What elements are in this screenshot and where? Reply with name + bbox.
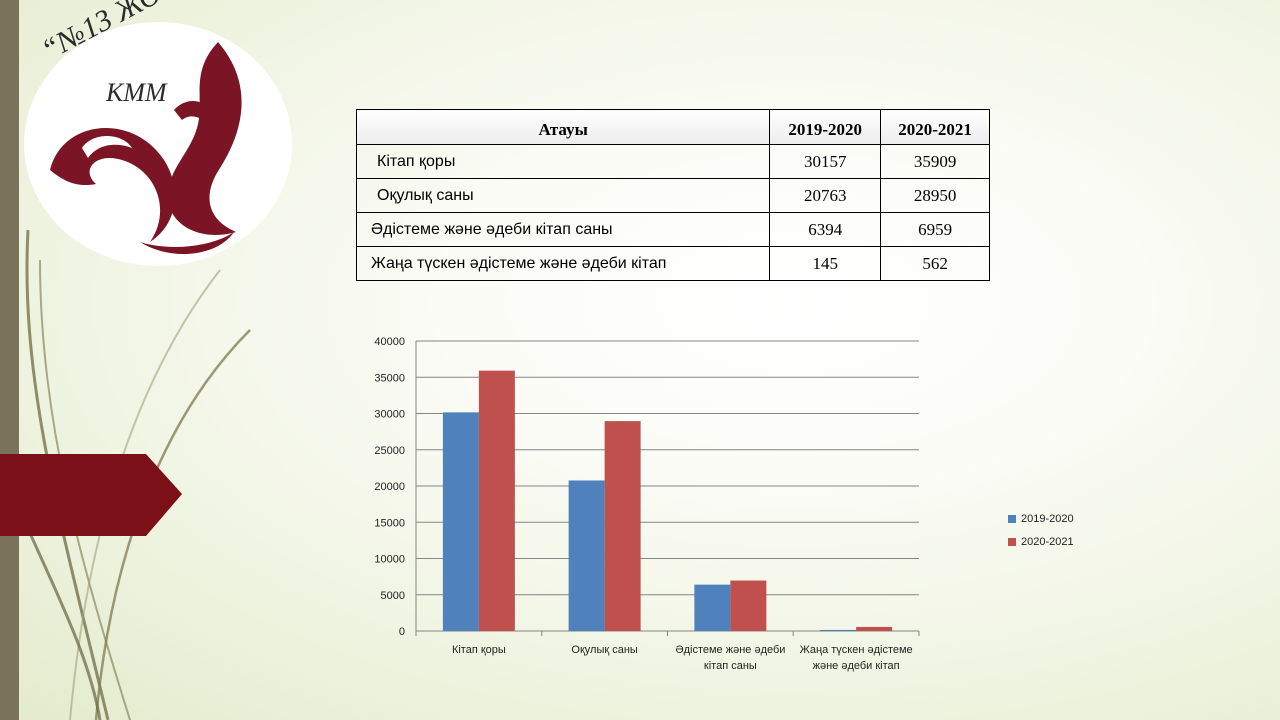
row-value-2019: 145: [769, 246, 882, 281]
bar-2019-2020: [694, 584, 731, 631]
row-value-2019: 30157: [769, 144, 882, 179]
x-tick-label: Әдістеме және әдеби: [675, 644, 785, 656]
y-tick-label: 20000: [374, 481, 405, 493]
header-name: Атауы: [355, 109, 771, 145]
row-name: Жаңа түскен әдістеме және әдеби кітап: [355, 246, 771, 281]
bar-2020-2021: [478, 370, 515, 631]
header-2019-2020: 2019-2020: [769, 109, 882, 145]
bar-2020-2021: [730, 580, 767, 631]
row-value-2020: 6959: [880, 212, 990, 247]
school-logo: “№13 ЖОББМ” КММ: [22, 0, 294, 268]
bar-2020-2021: [604, 421, 641, 631]
row-value-2019: 20763: [769, 178, 882, 213]
row-value-2020: 35909: [880, 144, 990, 179]
y-tick-label: 0: [399, 626, 405, 638]
legend-item-2020-2021: 2020-2021: [1008, 530, 1074, 553]
x-tick-label: Жаңа түскен әдістеме: [800, 644, 913, 656]
table-row: Оқулық саны 20763 28950: [355, 178, 990, 213]
library-stats-table: Атауы 2019-2020 2020-2021 Кітап қоры 301…: [355, 109, 990, 281]
x-tick-label: Оқулық саны: [571, 644, 638, 656]
y-tick-label: 10000: [374, 554, 405, 566]
row-name: Кітап қоры: [355, 144, 771, 179]
legend-label-2019-2020: 2019-2020: [1021, 512, 1074, 525]
x-tick-label: Кітап қоры: [452, 644, 506, 656]
y-tick-label: 30000: [374, 409, 405, 421]
bar-2019-2020: [820, 629, 857, 631]
y-tick-label: 35000: [374, 372, 405, 384]
legend-swatch-2020-2021: [1008, 537, 1016, 546]
bar-2019-2020: [442, 412, 479, 631]
logo-text-bottom: КММ: [106, 78, 167, 107]
left-decor-strip: [0, 0, 19, 720]
chart-legend: 2019-2020 2020-2021: [1008, 507, 1074, 553]
table-row: Жаңа түскен әдістеме және әдеби кітап 14…: [355, 246, 990, 281]
table-header-row: Атауы 2019-2020 2020-2021: [355, 109, 990, 145]
arrow-tab-decor: [0, 454, 182, 536]
legend-label-2020-2021: 2020-2021: [1021, 535, 1074, 548]
table-row: Әдістеме және әдеби кітап саны 6394 6959: [355, 212, 990, 247]
row-value-2020: 28950: [880, 178, 990, 213]
y-tick-label: 15000: [374, 517, 405, 529]
x-tick-label: және әдеби кітап: [813, 660, 900, 672]
row-name: Оқулық саны: [355, 178, 771, 213]
bar-2019-2020: [568, 480, 605, 631]
row-value-2019: 6394: [769, 212, 882, 247]
y-tick-label: 40000: [374, 336, 405, 348]
y-tick-label: 25000: [374, 445, 405, 457]
bar-2020-2021: [856, 626, 893, 631]
legend-item-2019-2020: 2019-2020: [1008, 507, 1074, 530]
x-tick-label: кітап саны: [704, 660, 757, 672]
table-row: Кітап қоры 30157 35909: [355, 144, 990, 179]
bar-chart: 0 5000 10000 15000 20000 25000 30000 35000 40000…: [374, 336, 920, 672]
header-2020-2021: 2020-2021: [880, 109, 990, 145]
legend-swatch-2019-2020: [1008, 514, 1016, 523]
row-value-2020: 562: [880, 246, 990, 281]
y-tick-label: 5000: [381, 590, 405, 602]
row-name: Әдістеме және әдеби кітап саны: [355, 212, 771, 247]
